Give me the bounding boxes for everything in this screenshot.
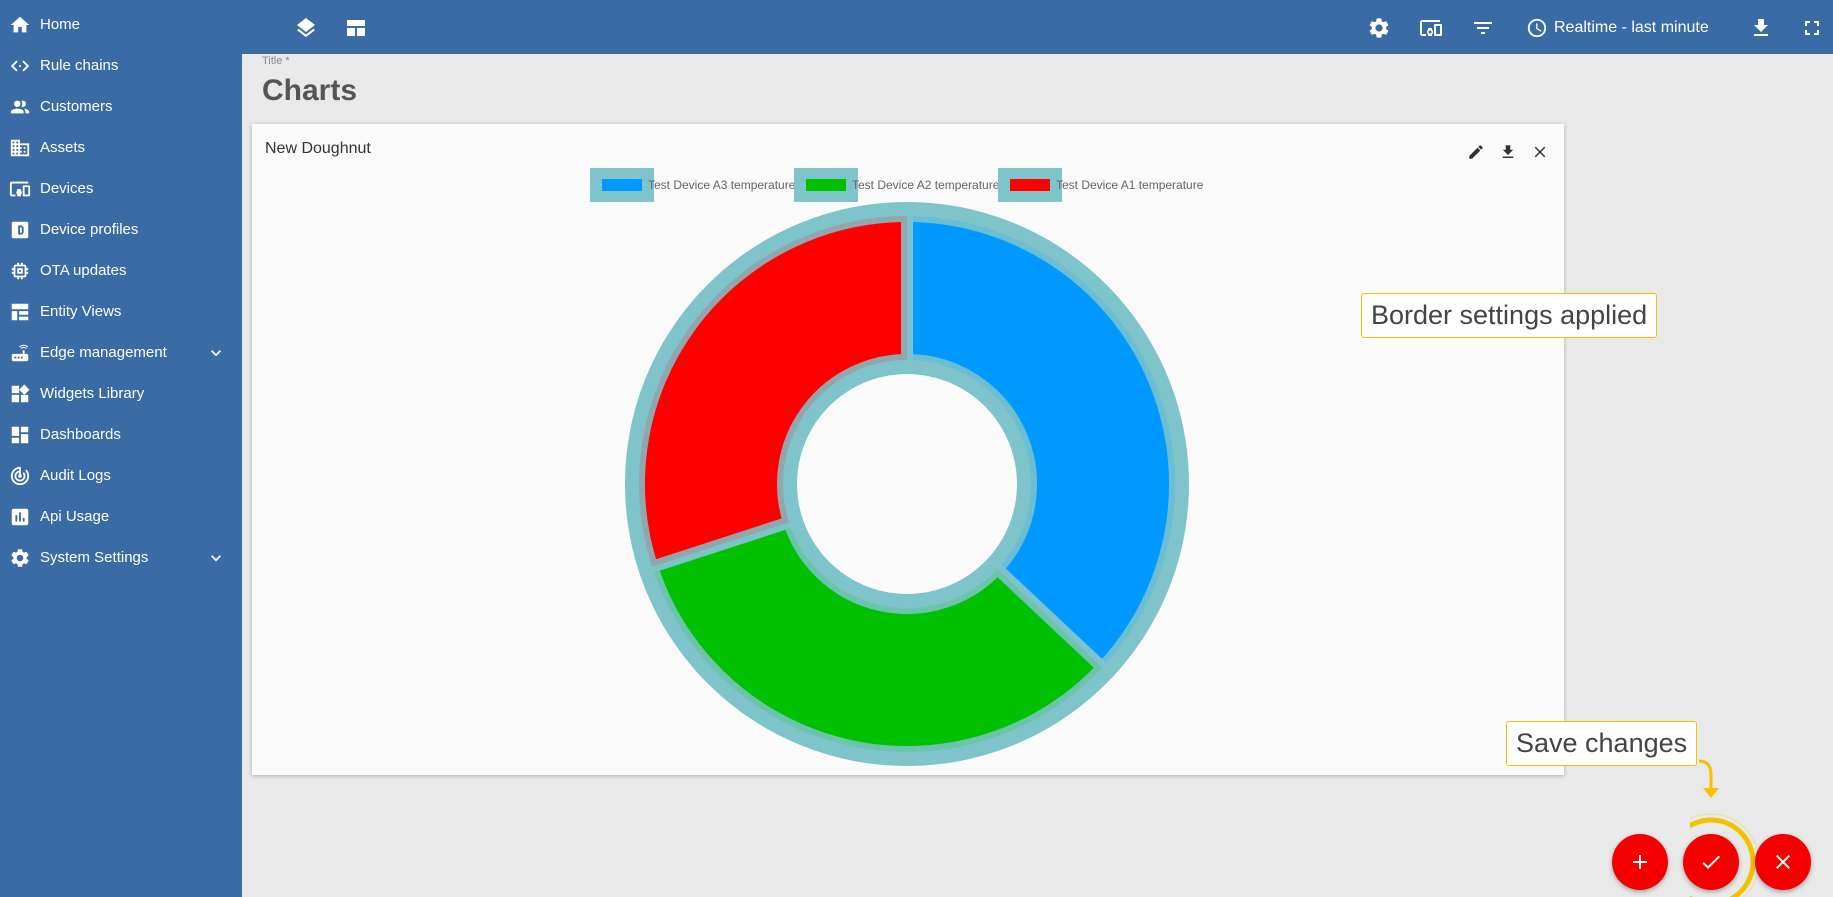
sidebar-item-audit-logs[interactable]: Audit Logs [0, 455, 242, 496]
memory-icon [8, 259, 32, 283]
home-icon [8, 13, 32, 37]
legend-item[interactable]: Test Device A1 temperature [998, 168, 1203, 202]
layers-icon[interactable] [293, 15, 319, 41]
code-icon [8, 54, 32, 78]
sidebar-item-device-profiles[interactable]: Device profiles [0, 209, 242, 250]
sidebar-item-devices[interactable]: Devices [0, 168, 242, 209]
legend-swatch [794, 168, 858, 202]
sidebar-item-ota-updates[interactable]: OTA updates [0, 250, 242, 291]
devices-layout-icon[interactable] [1418, 15, 1444, 41]
sidebar-item-dashboards[interactable]: Dashboards [0, 414, 242, 455]
doughnut-chart [624, 202, 1189, 766]
page-title[interactable]: Charts [262, 74, 358, 107]
sidebar-item-home[interactable]: Home [0, 4, 242, 45]
chevron-down-icon[interactable] [206, 343, 226, 363]
widget-title: New Doughnut [265, 140, 371, 157]
clock-icon [1527, 18, 1547, 38]
sidebar-item-label: Device profiles [40, 221, 139, 238]
sidebar-item-label: Customers [40, 98, 113, 115]
sidebar-item-label: Edge management [40, 344, 167, 361]
time-window-label: Realtime - last minute [1554, 19, 1709, 36]
doughnut-slice[interactable] [646, 516, 1109, 758]
cancel-edit-button[interactable] [1755, 834, 1811, 890]
sidebar-item-label: Widgets Library [40, 385, 145, 402]
legend-swatch [998, 168, 1062, 202]
doughnut-slice[interactable] [901, 210, 1181, 674]
layout-icon[interactable] [343, 15, 369, 41]
doughnut-slice[interactable] [633, 210, 913, 573]
sidebar-item-label: OTA updates [40, 262, 127, 279]
track-changes-icon [8, 464, 32, 488]
download-icon[interactable] [1748, 15, 1774, 41]
close-icon [1776, 855, 1790, 869]
legend-item[interactable]: Test Device A3 temperature [590, 168, 795, 202]
sidebar-item-api-usage[interactable]: Api Usage [0, 496, 242, 537]
callout-arrow [1690, 759, 1760, 897]
insert-chart-icon [8, 505, 32, 529]
add-widget-button[interactable] [1612, 834, 1668, 890]
title-field-label: Title * [262, 55, 290, 67]
top-toolbar: Realtime - last minute [242, 0, 1833, 54]
sidebar-item-label: Home [40, 16, 81, 33]
sidebar-item-system-settings[interactable]: System Settings [0, 537, 242, 578]
settings-icon [8, 546, 32, 570]
sidebar: Home Rule chains Customers Assets Devices Dev… [0, 0, 242, 897]
edit-icon[interactable] [1466, 142, 1486, 162]
sidebar-item-label: Entity Views [40, 303, 122, 320]
domain-icon [8, 136, 32, 160]
people-icon [8, 95, 32, 119]
device-profile-icon [8, 218, 32, 242]
view-quilt-icon [8, 300, 32, 324]
sidebar-item-label: Assets [40, 139, 86, 156]
save-changes-button[interactable] [1683, 834, 1739, 890]
sidebar-item-label: Api Usage [40, 508, 110, 525]
check-icon [1702, 855, 1720, 869]
plus-icon [1633, 855, 1647, 869]
widget-download-icon[interactable] [1498, 142, 1518, 162]
legend-label: Test Device A1 temperature [1056, 178, 1204, 192]
router-icon [8, 341, 32, 365]
sidebar-item-edge-management[interactable]: Edge management [0, 332, 242, 373]
filter-icon[interactable] [1470, 15, 1496, 41]
legend-swatch [590, 168, 654, 202]
settings-icon[interactable] [1366, 15, 1392, 41]
save-changes-callout: Save changes [1506, 721, 1698, 766]
sidebar-item-assets[interactable]: Assets [0, 127, 242, 168]
time-window-button[interactable]: Realtime - last minute [1526, 16, 1709, 40]
devices-icon [8, 177, 32, 201]
doughnut-widget[interactable]: New Doughnut Test Device A3 temperature T… [252, 124, 1564, 775]
sidebar-item-widgets-library[interactable]: Widgets Library [0, 373, 242, 414]
sidebar-item-label: System Settings [40, 549, 149, 566]
sidebar-item-rule-chains[interactable]: Rule chains [0, 45, 242, 86]
fullscreen-icon[interactable] [1799, 15, 1825, 41]
chevron-down-icon[interactable] [206, 548, 226, 568]
dashboard-icon [8, 423, 32, 447]
sidebar-item-customers[interactable]: Customers [0, 86, 242, 127]
legend-item[interactable]: Test Device A2 temperature [794, 168, 999, 202]
sidebar-item-label: Rule chains [40, 57, 119, 74]
widgets-icon [8, 382, 32, 406]
border-settings-callout: Border settings applied [1361, 293, 1658, 338]
close-icon[interactable] [1530, 142, 1550, 162]
sidebar-item-entity-views[interactable]: Entity Views [0, 291, 242, 332]
legend-label: Test Device A2 temperature [852, 178, 1000, 192]
sidebar-item-label: Devices [40, 180, 94, 197]
legend-label: Test Device A3 temperature [648, 178, 796, 192]
sidebar-item-label: Audit Logs [40, 467, 111, 484]
sidebar-item-label: Dashboards [40, 426, 121, 443]
